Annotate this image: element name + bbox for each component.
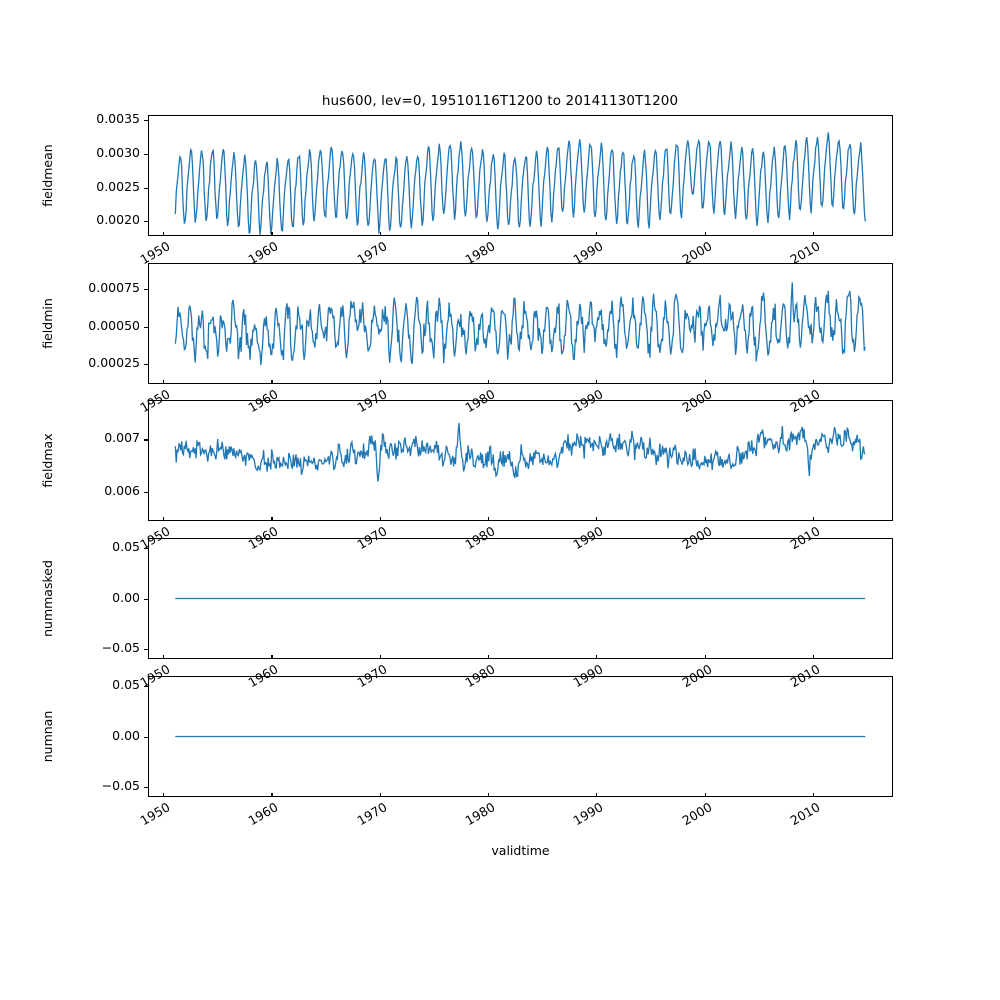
x-tick-mark (163, 793, 165, 797)
y-tick-mark (144, 736, 148, 738)
x-tick-label: 1980 (462, 799, 498, 829)
fieldmax-line (175, 423, 865, 482)
fieldmax-plot-area (149, 401, 892, 520)
x-tick-mark (596, 793, 598, 797)
y-tick-label: −0.05 (101, 777, 140, 793)
x-tick-mark (271, 655, 273, 659)
x-tick-mark (379, 655, 381, 659)
y-axis-label-fieldmax: fieldmax (39, 432, 55, 488)
y-axis-label-fieldmin: fieldmin (39, 297, 55, 349)
x-tick-mark (812, 232, 814, 236)
x-tick-label: 2010 (787, 799, 823, 829)
x-tick-mark (596, 517, 598, 521)
y-tick-mark (144, 221, 148, 223)
y-tick-label: 0.0025 (96, 178, 140, 194)
y-tick-label: 0.0030 (96, 144, 140, 160)
x-tick-mark (379, 793, 381, 797)
y-tick-mark (144, 548, 148, 550)
y-tick-mark (144, 120, 148, 122)
y-tick-label: 0.00 (112, 589, 140, 605)
y-tick-label: 0.0035 (96, 111, 140, 127)
x-tick-mark (704, 380, 706, 384)
x-tick-mark (271, 380, 273, 384)
x-tick-mark (488, 655, 490, 659)
panel-fieldmean (148, 115, 893, 236)
x-tick-mark (704, 793, 706, 797)
x-tick-label: 1950 (137, 799, 173, 829)
x-tick-label: 1960 (245, 799, 281, 829)
fieldmean-line (175, 132, 865, 234)
y-tick-mark (144, 598, 148, 600)
x-tick-mark (379, 380, 381, 384)
x-tick-mark (488, 380, 490, 384)
x-tick-mark (271, 517, 273, 521)
y-tick-label: 0.00050 (88, 317, 140, 333)
x-tick-mark (812, 380, 814, 384)
x-tick-mark (596, 380, 598, 384)
y-tick-label: 0.00025 (88, 355, 140, 371)
y-axis-label-nummasked: nummasked (39, 559, 55, 637)
x-tick-mark (812, 655, 814, 659)
fieldmean-plot-area (149, 116, 892, 235)
fieldmin-line (175, 282, 865, 365)
x-tick-mark (271, 793, 273, 797)
y-tick-mark (144, 492, 148, 494)
x-tick-mark (379, 232, 381, 236)
x-tick-mark (488, 517, 490, 521)
y-tick-label: 0.006 (104, 483, 140, 499)
y-tick-mark (144, 153, 148, 156)
x-tick-mark (163, 232, 165, 236)
x-axis-label: validtime (491, 843, 550, 858)
x-tick-mark (704, 517, 706, 521)
x-tick-mark (704, 232, 706, 236)
y-tick-mark (144, 439, 148, 441)
y-axis-label-fieldmean: fieldmean (39, 143, 55, 207)
x-tick-mark (488, 232, 490, 236)
panel-fieldmax (148, 400, 893, 521)
x-tick-mark (163, 655, 165, 659)
x-tick-mark (271, 232, 273, 236)
x-tick-label: 1970 (354, 799, 390, 829)
y-tick-label: 0.00 (112, 727, 140, 743)
fieldmin-plot-area (149, 264, 892, 383)
x-tick-mark (812, 517, 814, 521)
x-tick-mark (163, 380, 165, 384)
y-tick-label: 0.05 (112, 677, 140, 693)
x-tick-label: 2000 (679, 799, 715, 829)
y-tick-mark (144, 686, 148, 688)
y-tick-mark (144, 326, 148, 328)
y-tick-mark (144, 288, 148, 290)
y-tick-label: 0.00075 (88, 279, 140, 295)
y-tick-label: 0.05 (112, 539, 140, 555)
y-tick-mark (144, 187, 148, 189)
x-tick-mark (488, 793, 490, 797)
panel-numnan (148, 676, 893, 797)
y-tick-label: 0.0020 (96, 212, 140, 228)
y-tick-label: 0.007 (104, 430, 140, 446)
x-tick-mark (163, 517, 165, 521)
x-tick-mark (812, 793, 814, 797)
nummasked-plot-area (149, 539, 892, 658)
x-tick-mark (596, 232, 598, 236)
x-tick-mark (704, 655, 706, 659)
y-tick-mark (144, 364, 148, 366)
figure-title: hus600, lev=0, 19510116T1200 to 20141130… (321, 93, 679, 109)
numnan-plot-area (149, 677, 892, 796)
panel-nummasked (148, 538, 893, 659)
x-tick-mark (596, 655, 598, 659)
y-tick-mark (144, 786, 148, 788)
panel-fieldmin (148, 263, 893, 384)
y-tick-mark (144, 648, 148, 650)
x-tick-label: 1990 (570, 799, 606, 829)
y-axis-label-numnan: numnan (39, 710, 55, 762)
y-tick-label: −0.05 (101, 639, 140, 655)
x-tick-mark (379, 517, 381, 521)
